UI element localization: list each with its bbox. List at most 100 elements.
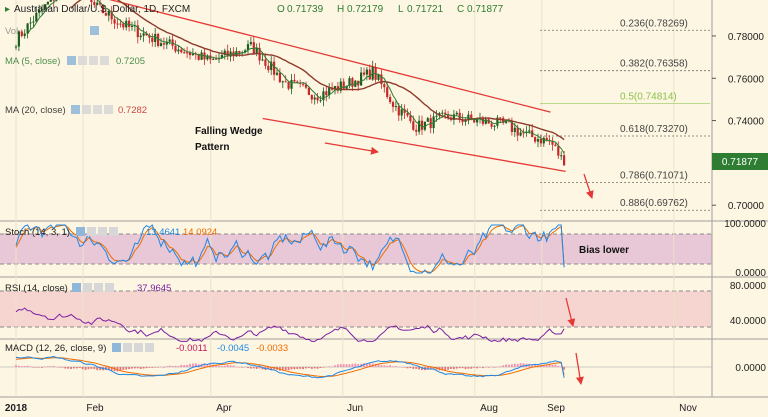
close-icon[interactable]	[134, 343, 143, 352]
macd-hist-bar	[90, 367, 93, 369]
close-label: C	[457, 4, 464, 15]
macd-hist-bar	[136, 367, 139, 369]
candle-body	[455, 112, 458, 115]
macd-hist-bar	[554, 364, 557, 367]
settings-icon[interactable]	[87, 227, 96, 236]
macd-hist-bar	[389, 365, 391, 367]
ma5-legend: MA (5, close)	[5, 56, 60, 67]
candle-body	[336, 86, 339, 91]
candle-body	[165, 41, 168, 45]
candle-body	[270, 61, 273, 71]
candle-body	[226, 50, 229, 57]
settings-icon[interactable]	[82, 105, 91, 114]
eye-icon[interactable]	[71, 105, 80, 114]
header-legend: ▸ Australian Dollar/U.S. Dollar, 1D, FXC…	[5, 4, 504, 15]
macd-hist-bar	[128, 367, 130, 370]
macd-hist-bar	[197, 364, 200, 367]
time-label: Nov	[679, 403, 697, 414]
macd-hist-bar	[218, 365, 220, 367]
candle-body	[177, 49, 180, 52]
macd-hist-bar	[296, 367, 299, 369]
candle-body	[101, 4, 105, 14]
macd-hist-bar	[339, 364, 342, 367]
low-value: 0.71721	[407, 4, 444, 15]
macd-hist-bar	[229, 365, 232, 367]
fib-level-label: 0.786(0.71071)	[620, 171, 688, 182]
eye-icon[interactable]	[112, 343, 121, 352]
macd-hist-bar	[397, 366, 400, 368]
close-icon[interactable]	[93, 105, 102, 114]
candle-body	[415, 129, 418, 132]
more-icon[interactable]	[105, 283, 114, 292]
more-icon[interactable]	[104, 105, 113, 114]
macd-hist-bar	[238, 366, 241, 368]
candle-body	[157, 34, 160, 46]
candle-body	[342, 81, 345, 89]
candle-body	[444, 112, 447, 115]
candle-body	[519, 132, 522, 136]
candle-body	[563, 155, 566, 166]
close-icon[interactable]	[89, 56, 98, 65]
candle-body	[406, 112, 409, 116]
candle-body	[351, 78, 354, 87]
macd-hist-bar	[348, 364, 351, 367]
candle-body	[52, 0, 55, 1]
macd-hist-bar	[47, 366, 49, 367]
eye-icon[interactable]	[67, 56, 76, 65]
macd-hist-bar	[15, 364, 17, 367]
candle-body	[273, 61, 276, 75]
candle-body	[531, 130, 534, 138]
macd-hist-bar	[18, 365, 20, 367]
candle-body	[397, 106, 400, 116]
macd-hist-bar	[313, 367, 316, 369]
candle-body	[35, 12, 38, 22]
candle-body	[429, 118, 432, 129]
eye-icon[interactable]	[90, 26, 99, 35]
collapse-icon[interactable]: ▸	[5, 4, 10, 15]
candle-body	[110, 11, 113, 20]
candle-body	[313, 97, 316, 100]
eye-icon[interactable]	[72, 283, 81, 292]
close-icon[interactable]	[94, 283, 103, 292]
macd-hist-bar	[267, 367, 270, 370]
macd-hist-bar	[96, 367, 99, 371]
time-axis: 2018 Feb Apr Jun Aug Sep Nov	[5, 403, 697, 414]
macd-hist-bar	[177, 366, 180, 367]
candle-body	[113, 19, 116, 24]
macd-hist-bar	[148, 367, 151, 368]
candle-body	[391, 102, 395, 107]
candle-body	[186, 52, 189, 54]
macd-hist-bar	[81, 367, 84, 370]
candle-body	[93, 2, 96, 5]
more-icon[interactable]	[145, 343, 154, 352]
close-icon[interactable]	[98, 227, 107, 236]
macd-hist-bar	[548, 364, 551, 367]
candle-body	[319, 100, 322, 102]
candle-body	[333, 86, 337, 90]
settings-icon[interactable]	[78, 56, 87, 65]
candle-body	[96, 2, 99, 5]
time-label: Apr	[216, 403, 232, 414]
more-icon[interactable]	[100, 56, 109, 65]
candle-body	[197, 53, 200, 60]
settings-icon[interactable]	[83, 283, 92, 292]
macd-hist-bar	[232, 365, 235, 367]
more-icon[interactable]	[109, 227, 118, 236]
settings-icon[interactable]	[123, 343, 132, 352]
macd-hist-bar	[41, 367, 43, 368]
stoch-tick-top: 100.0000	[724, 219, 766, 230]
stoch-legend: Stoch (14, 3, 1) 13.4641 14.0924	[5, 227, 217, 238]
stoch-k-line	[15, 224, 565, 274]
macd-hist-bar	[49, 366, 52, 367]
macd-hist-bar	[351, 363, 354, 367]
macd-hist-bar	[461, 367, 464, 369]
fib-level-label: 0.236(0.78269)	[620, 18, 688, 29]
macd-hist-bar	[84, 367, 87, 370]
macd-hist-bar	[139, 367, 142, 369]
macd-hist-bar	[418, 367, 420, 370]
candle-body	[496, 117, 499, 126]
macd-hist-bar	[305, 367, 307, 369]
macd-hist-bar	[542, 365, 545, 367]
candle-body	[365, 69, 368, 75]
eye-icon[interactable]	[76, 227, 85, 236]
